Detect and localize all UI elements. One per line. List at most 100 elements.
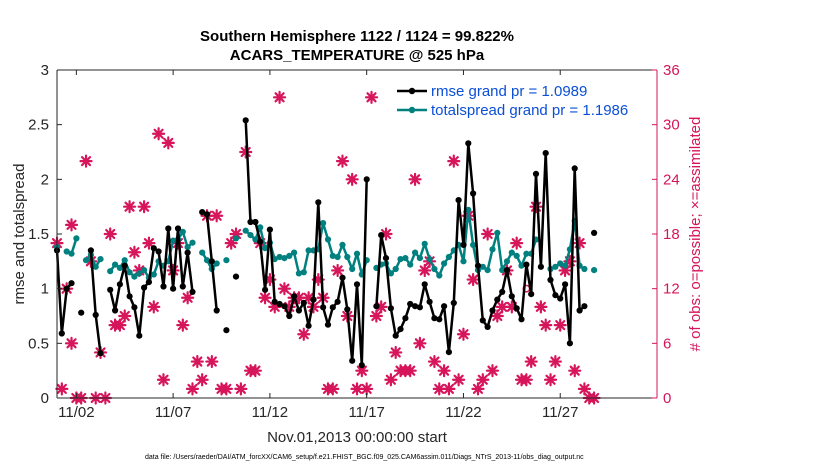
data-point xyxy=(208,258,215,265)
data-point xyxy=(150,271,157,278)
obs-assimilated-marker xyxy=(205,354,219,369)
data-point xyxy=(189,239,196,246)
data-point xyxy=(523,261,530,268)
data-point xyxy=(242,117,249,124)
data-point xyxy=(141,267,148,274)
obs-assimilated-marker xyxy=(79,154,93,168)
obs-assimilated-marker xyxy=(539,318,553,332)
data-point xyxy=(213,307,220,314)
data-point xyxy=(581,303,588,310)
obs-assimilated-marker xyxy=(442,382,456,396)
data-point xyxy=(378,232,385,239)
data-point xyxy=(286,252,293,259)
data-point xyxy=(257,238,264,245)
obs-assimilated-marker xyxy=(543,373,558,387)
obs-assimilated-marker xyxy=(476,373,490,387)
data-point xyxy=(121,262,128,269)
data-point xyxy=(528,291,535,298)
obs-assimilated-marker xyxy=(292,291,306,305)
data-point xyxy=(145,279,152,286)
obs-assimilated-marker xyxy=(485,364,500,378)
chart-title-line-2: ACARS_TEMPERATURE @ 525 hPa xyxy=(230,47,485,64)
series-rmse-grand-pr-1-0989 xyxy=(53,117,598,369)
data-point xyxy=(315,199,322,206)
obs-assimilated-marker xyxy=(345,172,359,186)
data-point xyxy=(503,258,511,265)
y-axis-label: rmse and totalspread xyxy=(11,164,28,305)
data-point xyxy=(552,292,559,299)
data-point xyxy=(382,255,390,262)
data-point xyxy=(479,317,486,324)
data-point xyxy=(334,253,341,261)
data-point xyxy=(358,362,365,369)
obs-assimilated-marker xyxy=(156,373,171,387)
obs-assimilated-marker xyxy=(185,382,200,396)
x-tick-label: 11/12 xyxy=(252,404,288,421)
obs-assimilated-marker xyxy=(335,154,350,168)
data-point xyxy=(499,288,506,295)
data-point xyxy=(387,305,394,312)
obs-assimilated-marker xyxy=(408,172,422,186)
obs-assimilated-marker xyxy=(161,136,175,150)
data-point xyxy=(121,257,128,264)
data-point xyxy=(407,300,414,308)
data-point xyxy=(581,265,588,273)
data-point xyxy=(353,250,361,257)
y-tick-label: 1 xyxy=(41,281,49,298)
data-point xyxy=(126,269,133,276)
obs-assimilated-marker xyxy=(403,364,417,378)
y2-axis-label: # of obs: o=possible; ×=assimilated xyxy=(687,117,704,352)
data-point xyxy=(431,315,438,322)
data-point xyxy=(402,255,409,262)
data-point xyxy=(397,256,404,263)
data-point xyxy=(479,263,486,270)
obs-assimilated-marker xyxy=(142,236,156,250)
obs-assimilated-marker xyxy=(553,318,567,332)
obs-assimilated-marker xyxy=(152,127,166,141)
x-tick-label: 11/17 xyxy=(348,404,384,421)
obs-assimilated-marker xyxy=(568,364,582,378)
data-point xyxy=(547,276,554,283)
x-tick-label: 11/07 xyxy=(155,404,191,421)
data-point xyxy=(532,170,540,177)
x-tick-label: 11/22 xyxy=(445,404,481,421)
series-line xyxy=(85,253,102,269)
data-point xyxy=(324,236,332,243)
data-point xyxy=(252,218,259,226)
obs-assimilated-marker xyxy=(258,291,272,305)
data-point xyxy=(295,270,302,277)
data-point xyxy=(107,268,114,275)
data-point xyxy=(562,281,569,288)
obs-assimilated-marker xyxy=(190,354,204,369)
obs-assimilated-marker xyxy=(495,300,509,314)
data-point xyxy=(518,316,525,323)
obs-assimilated-marker xyxy=(302,291,316,305)
data-point xyxy=(489,246,496,253)
obs-assimilated-marker xyxy=(64,218,79,232)
data-point xyxy=(247,232,254,239)
obs-assimilated-marker xyxy=(118,309,132,323)
obs-assimilated-marker xyxy=(127,245,142,259)
data-point xyxy=(184,249,191,256)
data-point xyxy=(465,206,472,213)
obs-assimilated-marker xyxy=(297,327,311,341)
data-point xyxy=(63,285,70,292)
data-point xyxy=(499,267,506,274)
obs-assimilated-marker xyxy=(577,382,592,396)
data-point xyxy=(232,235,240,242)
data-point xyxy=(426,256,433,263)
chart-axes: 11/02 11/07 11/12 11/17 11/22 11/27 0 0.5 1 1.5 2 2… xyxy=(28,62,680,421)
series-obs-assimilated xyxy=(50,90,601,405)
data-point xyxy=(494,296,501,303)
obs-assimilated-marker xyxy=(466,272,480,287)
data-point xyxy=(300,299,307,306)
data-point xyxy=(170,285,177,292)
data-point xyxy=(232,273,240,280)
data-point xyxy=(436,316,443,323)
data-point xyxy=(494,229,501,236)
obs-assimilated-marker xyxy=(147,300,161,314)
legend-marker-totalspread xyxy=(408,106,416,114)
series-line xyxy=(55,250,73,335)
data-point xyxy=(68,280,75,287)
data-point xyxy=(353,281,361,288)
